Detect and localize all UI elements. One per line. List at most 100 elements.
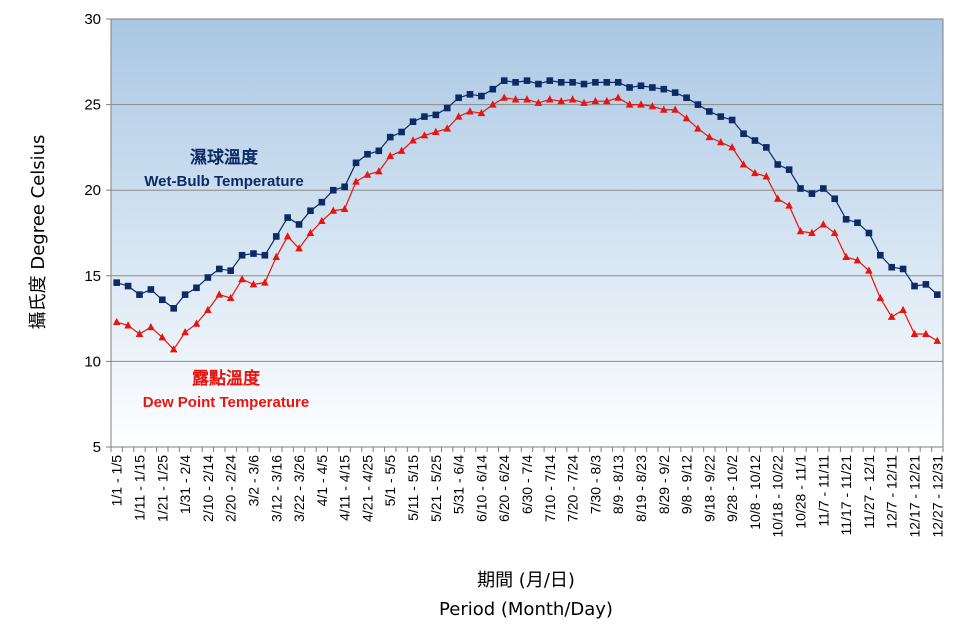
x-tick-label: 9/28 - 10/2 xyxy=(724,455,740,522)
dew-point-point xyxy=(899,305,907,314)
wet-bulb-point xyxy=(820,185,827,192)
dew-point-point xyxy=(238,275,246,283)
dew-point-point xyxy=(329,206,338,214)
dew-point-point xyxy=(295,244,303,252)
wet-bulb-point xyxy=(193,284,200,292)
dew-point-point xyxy=(557,96,565,105)
wet-bulb-point xyxy=(136,291,143,298)
wet-bulb-point xyxy=(614,79,622,86)
wet-bulb-point xyxy=(649,84,656,91)
x-axis-title-cn: 期間 (月/日) xyxy=(477,570,575,591)
wet-bulb-point xyxy=(113,279,120,286)
wet-bulb-point xyxy=(569,79,576,86)
wet-bulb-point xyxy=(170,305,177,312)
dew-point-point xyxy=(523,95,531,103)
dew-point-point xyxy=(340,204,349,213)
wet-bulb-point xyxy=(854,219,861,227)
wet-bulb-point xyxy=(204,274,212,281)
wet-bulb-point xyxy=(398,128,405,136)
x-tick-label: 3/12 - 3/16 xyxy=(268,455,284,522)
dew-point-point xyxy=(808,228,816,236)
x-tick-label: 1/1 - 1/5 xyxy=(109,455,125,507)
x-tick-label: 5/21 - 5/25 xyxy=(428,455,444,522)
dew-point-point xyxy=(887,312,896,320)
dew-point-point xyxy=(386,151,395,159)
x-tick-label: 11/27 - 12/1 xyxy=(861,455,877,529)
x-tick-label: 7/20 - 7/24 xyxy=(565,455,581,522)
x-axis-title-en: Period (Month/Day) xyxy=(439,599,613,620)
wet-bulb-point xyxy=(158,296,166,304)
wet-bulb-point xyxy=(785,166,793,173)
wet-bulb-point xyxy=(842,216,850,223)
wet-bulb-point xyxy=(455,94,462,102)
wet-bulb-point xyxy=(284,214,291,221)
dew-point-point xyxy=(181,328,189,336)
wet-bulb-point xyxy=(466,91,474,98)
wet-bulb-point xyxy=(728,116,736,124)
wet-bulb-point xyxy=(808,190,816,197)
wet-bulb-point xyxy=(227,267,234,274)
dew-point-point xyxy=(648,102,657,110)
wet-bulb-point xyxy=(865,229,873,237)
wet-bulb-point xyxy=(295,221,303,228)
dew-point-point xyxy=(352,177,360,185)
wet-bulb-point xyxy=(603,79,611,86)
wet-bulb-point xyxy=(341,183,348,191)
x-tick-label: 9/8 - 9/12 xyxy=(679,455,695,514)
dew-point-point xyxy=(933,336,942,344)
wet-bulb-point xyxy=(694,101,702,108)
wet-bulb-point xyxy=(740,130,747,138)
wet-bulb-point xyxy=(352,159,360,167)
x-tick-label: 11/7 - 11/11 xyxy=(815,455,831,527)
dew-point-point xyxy=(272,252,281,260)
dew-point-point xyxy=(261,278,269,286)
wet-bulb-point xyxy=(546,77,554,84)
y-tick-label: 15 xyxy=(84,268,101,285)
wet-bulb-point xyxy=(888,263,896,271)
x-tick-label: 7/30 - 8/3 xyxy=(587,455,603,514)
x-tick-label: 2/20 - 2/24 xyxy=(223,455,239,522)
dew-point-point xyxy=(226,293,235,302)
wet-bulb-point xyxy=(580,80,588,88)
dew-point-point xyxy=(762,172,771,180)
dew-point-point xyxy=(534,98,543,106)
wet-bulb-point xyxy=(934,291,941,298)
y-tick-label: 30 xyxy=(84,11,101,28)
x-tick-label: 4/11 - 4/15 xyxy=(337,455,353,521)
dew-point-point xyxy=(637,100,645,108)
x-tick-label: 8/19 - 8/23 xyxy=(633,455,649,522)
wet-bulb-point xyxy=(181,291,189,298)
x-tick-label: 1/11 - 1/15 xyxy=(131,455,147,521)
dew-point-point xyxy=(739,160,748,168)
wet-bulb-point xyxy=(318,198,326,206)
dew-point-point xyxy=(910,329,919,338)
dew-point-point xyxy=(819,220,828,228)
x-tick-label: 2/10 - 2/14 xyxy=(200,455,216,522)
dew-point-point xyxy=(500,93,509,101)
wet-bulb-point xyxy=(899,265,907,273)
dew-point-point xyxy=(477,108,486,117)
wet-bulb-point xyxy=(147,286,155,293)
wet-bulb-point xyxy=(523,77,531,84)
wet-bulb-point xyxy=(238,251,246,259)
wet-bulb-label-cn: 濕球溫度 xyxy=(190,147,259,168)
x-tick-label: 5/1 - 5/5 xyxy=(382,455,398,507)
wet-bulb-point xyxy=(671,89,679,96)
wet-bulb-point xyxy=(877,251,884,259)
x-tick-label: 10/28 - 11/1 xyxy=(793,455,809,529)
wet-bulb-point xyxy=(215,265,223,273)
dew-point-point xyxy=(169,345,178,353)
y-tick-label: 25 xyxy=(84,97,101,114)
wet-bulb-point xyxy=(512,79,519,86)
dew-point-point xyxy=(454,112,463,120)
wet-bulb-point xyxy=(261,251,269,259)
x-tick-label: 12/27 - 12/31 xyxy=(929,455,945,538)
dew-point-point xyxy=(363,170,372,178)
wet-bulb-point xyxy=(626,84,633,91)
y-tick-label: 5 xyxy=(93,439,101,456)
wet-bulb-point xyxy=(443,104,451,112)
x-axis: 1/1 - 1/5 1/11 - 1/15 1/21 - 1/25 1/31 - 2/… xyxy=(109,447,945,538)
wet-bulb-point xyxy=(797,185,804,192)
dew-point-point xyxy=(215,290,224,298)
